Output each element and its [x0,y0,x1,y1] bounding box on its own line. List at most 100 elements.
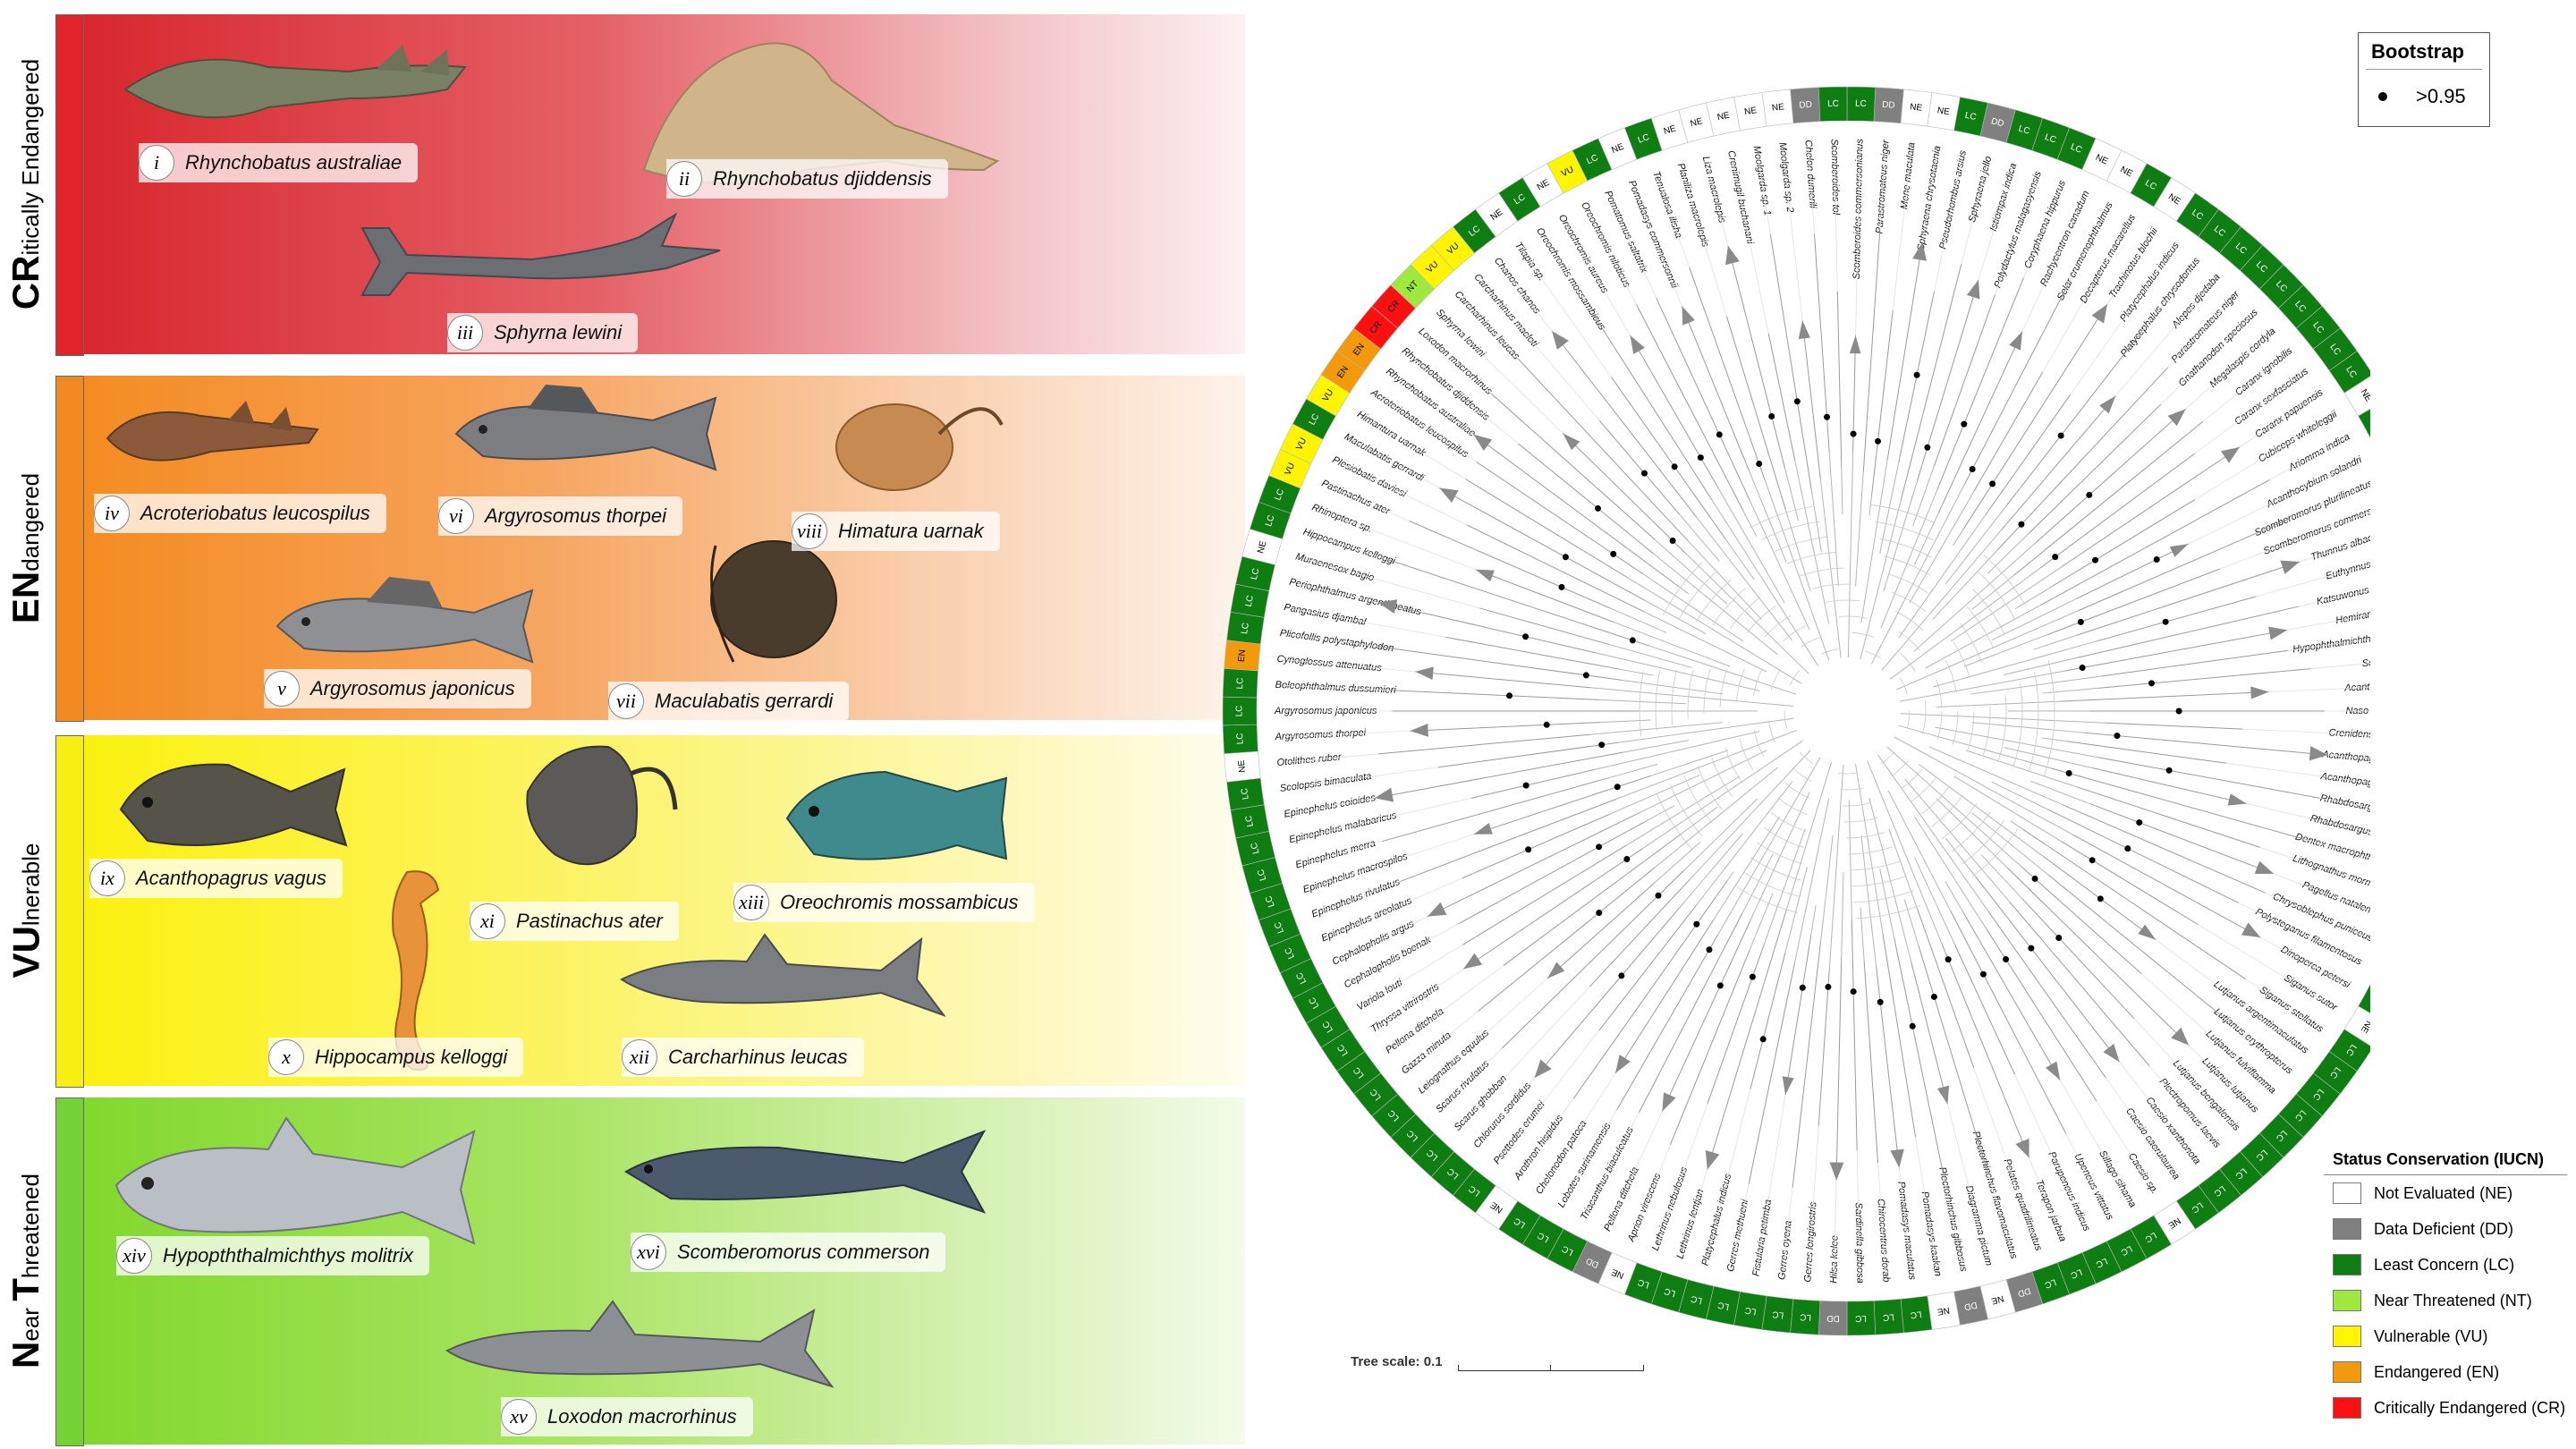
species-label-i: i Rhynchobatus australiae [139,143,419,182]
inner-branch [1828,453,1839,587]
legend-swatch [2333,1254,2361,1275]
bootstrap-node [1594,504,1601,512]
inner-branch [1749,470,1787,563]
sidebar-en [55,376,84,722]
leaf-guide [1284,684,1390,691]
leaf-branch [1437,741,1620,768]
inner-branch [2033,634,2077,650]
leaf-branch [2062,446,2241,567]
inner-branch [1898,514,1987,639]
leaf-guide [1707,165,1729,246]
inner-branch [1741,853,1774,913]
bootstrap-node [2124,845,2131,852]
status-code: NE [1610,1267,1625,1281]
status-code: LC [1244,595,1256,608]
category-label-en: ENdangered [4,472,47,623]
bootstrap-node [2077,618,2084,625]
leaf-branch [1589,878,1690,987]
leaf-branch [1851,919,1858,1151]
leaf-guide [1311,834,1474,888]
species-label-iii: iii Sphyrna lewini [447,313,639,352]
status-code: DD [1799,100,1812,111]
leaf-branch [1389,690,1599,700]
collapsed-clade [1966,279,1980,300]
leaf-branch [1863,960,1879,1164]
stingray-image-xi [526,745,678,866]
inner-branch [1909,491,1975,604]
legend-item-vu: Vulnerable (VU) [2324,1318,2567,1354]
leaf-guide [2256,564,2370,597]
status-ring: LC DD NE NE LC DD LC LC LC NE NE LC NE LC LC LC LC LC LC LC… [1222,86,2370,1336]
leaf-branch [1669,950,1750,1146]
leaf-guide [2096,1100,2151,1186]
inner-branch [1860,460,1888,623]
leaf-guide [1943,1174,1962,1263]
leaf-branch [1598,419,1680,515]
leaf-guide [2260,936,2342,982]
leaf-branch [1551,330,1698,518]
leaf-branch [1876,966,1900,1168]
leaf-branch [2098,757,2320,799]
leaf-guide [2265,892,2365,936]
leaf-branch [2040,479,2270,606]
leaf-branch [1882,934,1916,1138]
leaf-branch [1630,335,1719,489]
leaf-guide [1682,172,1727,317]
collapsed-clade [2091,304,2107,324]
status-code: LC [1716,1300,1730,1311]
leaf-guide [1341,916,1428,960]
inner-branch [1621,679,1724,695]
bootstrap-node [2162,618,2169,625]
leaf-guide [1834,148,1838,292]
leaf-branch [2076,543,2189,599]
leaf-branch [1862,230,1881,473]
leaf-branch [1476,462,1644,575]
leaf-guide [2188,462,2353,545]
bootstrap-node [2079,665,2086,672]
collapsed-clade [1546,962,1565,979]
leaf-guide [1657,1104,1708,1242]
leaf-branch [2006,867,2190,1046]
bootstrap-node [1618,972,1625,979]
leaf-guide [2194,418,2329,500]
bootstrap-node [1924,444,1931,451]
bootstrap-node [2097,895,2104,902]
species-label-viii: viii Himatura uarnak [792,512,1000,551]
status-code: LC [2094,1256,2108,1269]
inner-branch [1649,645,1797,695]
leaf-branch [1918,945,1988,1173]
leaf-guide [2198,924,2329,1004]
leaf-guide [1564,223,1631,336]
collapsed-clade [1630,335,1645,355]
leaf-guide [1394,375,1474,436]
leaf-branch [1707,943,1766,1105]
species-label-vii: vii Maculabatis gerrardi [608,682,850,721]
leaf-branch [1458,820,1647,925]
leaf-guide [2287,614,2370,631]
status-code: NE [1256,539,1268,555]
leaf-guide [2014,1074,2084,1224]
legend-item-lc: Least Concern (LC) [2324,1247,2567,1283]
leaf-branch [1462,813,1611,879]
leaf-guide [2029,1157,2061,1233]
status-code: LC [1800,1311,1812,1322]
leaf-guide [1707,1089,1751,1258]
status-code: LC [1273,920,1286,935]
leaf-guide [1501,266,1553,332]
species-label-xiv: xiv Hypopththalmichthys molitrix [116,1236,429,1275]
bootstrap-legend: Bootstrap >0.95 [2358,32,2490,127]
status-code: NE [1936,1305,1951,1317]
leaf-branch [2089,802,2275,875]
leaf-guide [2066,210,2107,286]
leaf-guide [2133,1018,2233,1123]
bootstrap-node [1522,782,1530,789]
bootstrap-node [2065,770,2072,777]
leaf-branch [2106,722,2243,730]
leaf-guide [2160,317,2250,405]
inner-branch [1643,599,1707,635]
leaf-branch [1911,962,1948,1105]
bootstrap-node [1610,550,1617,557]
seabream-image-ix [119,763,348,847]
inner-branch [1620,668,1654,676]
leaf-guide [2299,589,2370,607]
